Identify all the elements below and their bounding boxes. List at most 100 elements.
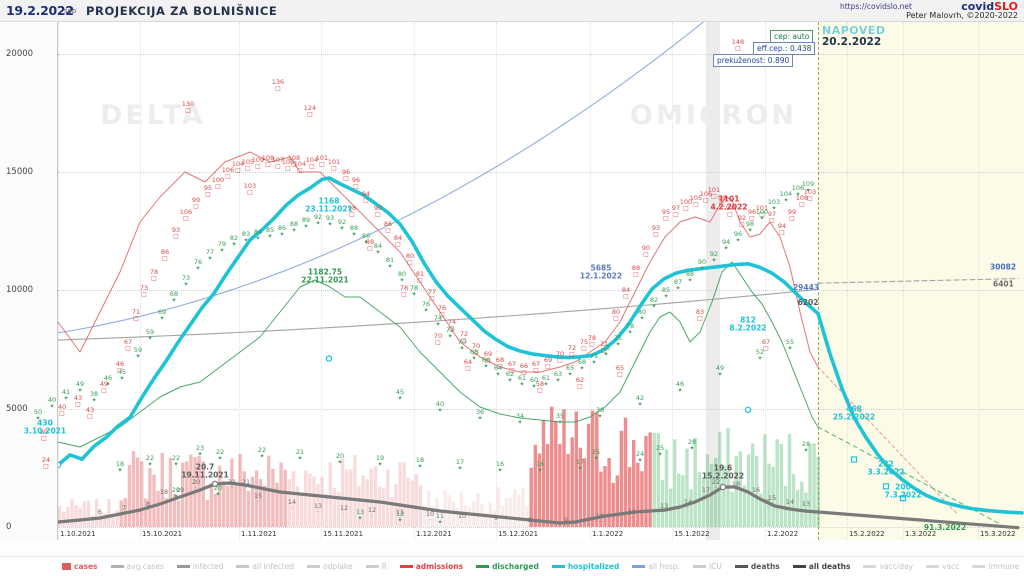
param-prekuzenost-box[interactable]: prekuženost: 0.890 (713, 54, 794, 67)
data-point-label: 88 ✦ (685, 270, 695, 284)
legend-item-immune[interactable]: immune (972, 562, 1019, 571)
data-point-label: 12 · (339, 504, 349, 518)
data-point-label: 46 □ (115, 360, 125, 374)
data-point-label: 99 □ (787, 208, 797, 222)
legend-item-admissions[interactable]: admissions (399, 562, 463, 571)
data-point-label: 99 □ (191, 196, 201, 210)
legend-swatch (365, 565, 379, 568)
data-point-label: 73 ✦ (601, 344, 611, 358)
data-point-label: 96 □ (747, 208, 757, 222)
legend-item-all-infected[interactable]: all infected (236, 562, 294, 571)
data-point-label: 86 □ (160, 248, 170, 262)
legend-item-avg-cases[interactable]: avg.cases (110, 562, 164, 571)
y-axis-tick-label: 10000 (6, 285, 34, 296)
data-point-label: 101 □ (327, 158, 341, 172)
data-point-label: 76 □ (437, 304, 447, 318)
watermark-delta: DELTA (100, 100, 206, 131)
data-point-label: 92 ✦ (313, 213, 323, 227)
data-point-label: 9 · (563, 516, 569, 530)
data-point-label: 136 □ (271, 78, 285, 92)
legend-item-vacc-day[interactable]: vacc/day (863, 562, 913, 571)
gridline-vertical (978, 22, 979, 540)
data-point-label: 87 ✦ (673, 278, 683, 292)
data-point-label: 106 □ (699, 190, 713, 204)
data-point-label: 14 · (785, 498, 795, 512)
data-point-label: 68 ✦ (577, 358, 587, 372)
data-point-label: 61 ✦ (517, 374, 527, 388)
x-axis-tick-label: 1.3.2022 (905, 530, 937, 538)
chart-callout: 19.6 15.2.2022 (701, 463, 745, 481)
data-point-label: 103 □ (243, 182, 257, 196)
legend-swatch (863, 565, 877, 568)
data-point-label: 83 ✦ (241, 230, 251, 244)
data-point-label: 93 □ (651, 224, 661, 238)
legend-item-r[interactable]: R (365, 562, 387, 571)
y-axis-tick-label: 5000 (6, 403, 28, 414)
data-point-label: 70 □ (555, 350, 565, 364)
legend-item-vacc[interactable]: vacc (926, 562, 959, 571)
gridline-vertical (321, 22, 322, 540)
data-point-label: 98 ✦ (745, 220, 755, 234)
chart-callout: 468 25.2.2022 (832, 404, 876, 422)
data-point-label: 18 · (159, 488, 169, 502)
data-point-label: 46 ✦ (103, 374, 113, 388)
data-point-label: 43 □ (73, 394, 83, 408)
data-point-label: 95 □ (661, 208, 671, 222)
chart-curves (54, 22, 1024, 530)
data-point-label: 60 ✦ (529, 376, 539, 390)
legend-item-cases[interactable]: cases (62, 562, 98, 571)
data-point-label: 42 ✦ (635, 394, 645, 408)
legend-item-icu[interactable]: ICU (692, 562, 722, 571)
data-point-label: 67 □ (507, 360, 517, 374)
data-point-label: 108 □ (795, 194, 809, 208)
data-point-label: 107 □ (271, 156, 285, 170)
data-point-label: 6 · (97, 508, 103, 522)
data-point-label: 35 ✦ (555, 412, 565, 426)
data-point-label: 9 · (493, 514, 499, 528)
data-point-label: 28 ✦ (687, 438, 697, 452)
legend-label: deaths (750, 562, 780, 571)
gridline (58, 290, 1024, 292)
data-point-label: 17 · (701, 486, 711, 500)
data-point-label: 16 · (751, 486, 761, 500)
data-point-label: 94 □ (725, 204, 735, 218)
data-point-label: 45 ✦ (117, 368, 127, 382)
data-point-label: 79 ✦ (217, 240, 227, 254)
chart-callout: 29443 (792, 282, 820, 292)
data-point-label: 92 ✦ (709, 250, 719, 264)
data-point-label: 93 □ (171, 226, 181, 240)
data-point-label: 101 □ (315, 154, 329, 168)
data-point-label: 83 □ (695, 308, 705, 322)
legend-item-deaths[interactable]: deaths (734, 562, 780, 571)
data-point-label: 14 · (287, 498, 297, 512)
data-point-label: 109 □ (251, 156, 265, 170)
data-point-label: 104 □ (305, 156, 319, 170)
data-point-label: 19 · (175, 486, 185, 500)
legend-item-all-deaths[interactable]: all deaths (792, 562, 850, 571)
legend-label: ICU (708, 562, 722, 571)
data-point-label: 7 · (765, 498, 771, 512)
legend-label: R (381, 562, 387, 571)
legend-item-all-hosp-[interactable]: all hosp. (632, 562, 680, 571)
legend-item-odplake[interactable]: odplake (307, 562, 353, 571)
data-point-label: 77 ✦ (205, 248, 215, 262)
data-point-label: 86 ✦ (277, 224, 287, 238)
data-point-label: 7 · (121, 504, 127, 518)
data-point-label: 58 □ (535, 380, 545, 394)
data-point-label: 85 ✦ (661, 286, 671, 300)
legend-item-hospitalized[interactable]: hospitalized (551, 562, 619, 571)
data-point-label: 106 □ (179, 208, 193, 222)
data-point-label: 88 ✦ (349, 224, 359, 238)
data-point-label: 9 · (527, 516, 533, 530)
data-point-label: 81 ✦ (385, 256, 395, 270)
forecast-region (818, 22, 1024, 540)
data-point-label: 72 □ (459, 330, 469, 344)
legend-item-infected[interactable]: infected (176, 562, 223, 571)
data-point-label: 22 ✦ (257, 446, 267, 460)
forecast-label: NAPOVED (822, 24, 886, 37)
gridline (58, 172, 1024, 173)
data-point-label: 84 □ (393, 234, 403, 248)
legend-item-discharged[interactable]: discharged (476, 562, 539, 571)
data-point-label: 80 □ (611, 308, 621, 322)
